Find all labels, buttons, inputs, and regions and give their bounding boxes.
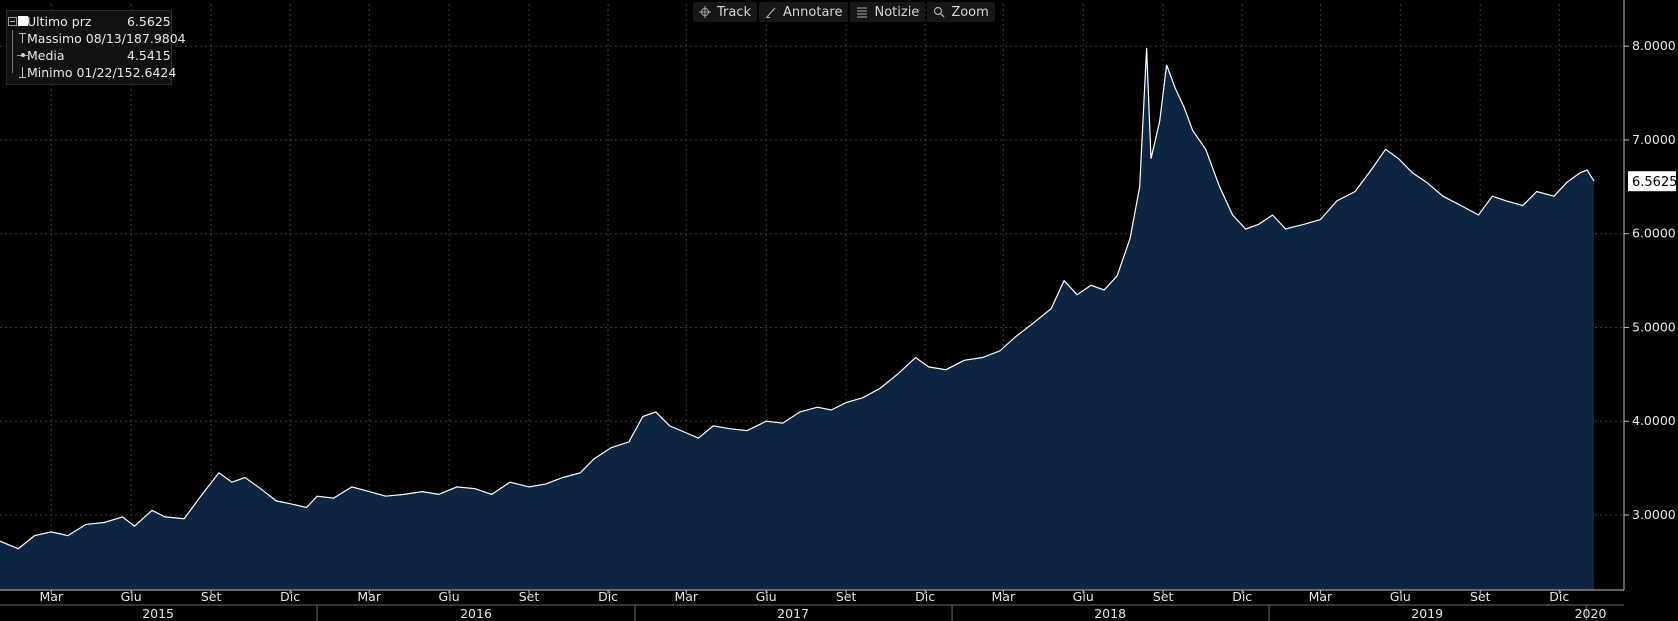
- legend-value: 7.9804: [141, 31, 186, 46]
- x-year-label: 2020: [1575, 606, 1607, 621]
- x-tick-label: Dic: [1549, 589, 1569, 604]
- track-label: Track: [717, 4, 752, 20]
- news-button[interactable]: Notizie: [850, 2, 926, 22]
- low-marker-icon: [7, 64, 27, 81]
- annotate-button[interactable]: Annotare: [759, 2, 849, 22]
- legend-item-average[interactable]: Media 4.5415: [7, 47, 171, 64]
- x-tick-label: Mar: [357, 589, 381, 604]
- x-tick-label: Set: [1470, 589, 1491, 604]
- crosshair-icon: [699, 6, 711, 18]
- x-tick-label: Mar: [1309, 589, 1333, 604]
- x-year-label: 2018: [1094, 606, 1126, 621]
- zoom-button[interactable]: Zoom: [927, 2, 995, 22]
- legend-label: Minimo 01/22/15: [27, 65, 133, 80]
- average-marker-icon: [7, 47, 29, 64]
- legend-item-high[interactable]: Massimo 08/13/18 7.9804: [7, 30, 186, 47]
- white-square-icon: [18, 16, 28, 26]
- track-button[interactable]: Track: [693, 2, 758, 22]
- last-price-tag: 6.5625: [1628, 171, 1678, 192]
- y-tick-label: 7.0000: [1632, 132, 1676, 147]
- legend-item-low[interactable]: Minimo 01/22/15 2.6424: [7, 64, 176, 81]
- legend-value: 4.5415: [127, 48, 171, 63]
- x-tick-label: Giu: [1390, 589, 1411, 604]
- price-line: [0, 48, 1595, 550]
- y-tick-label: 8.0000: [1632, 38, 1676, 53]
- x-tick-label: Set: [519, 589, 540, 604]
- x-year-label: 2015: [142, 606, 174, 621]
- y-tick-label: 3.0000: [1632, 507, 1676, 522]
- x-tick-label: Mar: [992, 589, 1016, 604]
- annotate-label: Annotare: [783, 4, 843, 20]
- price-area-fill: [0, 48, 1594, 591]
- x-tick-label: Giu: [121, 589, 142, 604]
- x-tick-label: Set: [201, 589, 222, 604]
- high-marker-icon: [7, 30, 27, 47]
- x-year-label: 2016: [460, 606, 492, 621]
- legend-label: Media: [27, 48, 65, 63]
- x-tick-label: Dic: [280, 589, 300, 604]
- news-icon: [856, 6, 868, 18]
- x-tick-label: Set: [1153, 589, 1174, 604]
- last-price-value: 6.5625: [1632, 175, 1678, 190]
- x-tick-label: Giu: [756, 589, 777, 604]
- collapse-box-icon[interactable]: [7, 13, 28, 30]
- news-label: Notizie: [874, 4, 920, 20]
- legend-value: 6.5625: [127, 14, 171, 29]
- x-axis-month-labels: Mar Giu Set Dic Mar Giu Set Dic Mar Giu Set Dic Mar G…: [39, 589, 1569, 604]
- legend-item-last-price[interactable]: Ultimo prz 6.5625: [7, 13, 171, 30]
- x-year-label: 2019: [1411, 606, 1443, 621]
- legend-label: Ultimo prz: [27, 14, 92, 29]
- y-axis-labels: 3.0000 4.0000 5.0000 6.0000 7.0000 8.0000: [1632, 38, 1676, 522]
- chart-toolbar: Track Annotare Notizie Zoom: [693, 2, 995, 22]
- y-tick-label: 6.0000: [1632, 226, 1676, 241]
- legend-label: Massimo 08/13/18: [27, 31, 142, 46]
- pencil-icon: [765, 6, 777, 18]
- x-tick-label: Giu: [1073, 589, 1094, 604]
- x-tick-label: Mar: [674, 589, 698, 604]
- magnifier-icon: [933, 6, 945, 18]
- x-tick-label: Dic: [1232, 589, 1252, 604]
- legend-panel: Ultimo prz 6.5625 Massimo 08/13/18 7.980…: [6, 10, 186, 85]
- x-tick-label: Dic: [915, 589, 935, 604]
- x-year-label: 2017: [777, 606, 809, 621]
- x-tick-label: Mar: [39, 589, 63, 604]
- x-tick-label: Dic: [598, 589, 618, 604]
- legend-value: 2.6424: [132, 65, 177, 80]
- y-tick-label: 4.0000: [1632, 413, 1676, 428]
- x-tick-label: Giu: [439, 589, 460, 604]
- x-tick-label: Set: [836, 589, 857, 604]
- axes: [0, 0, 1629, 621]
- y-tick-label: 5.0000: [1632, 319, 1676, 334]
- x-axis-year-labels: 2015 2016 2017 2018 2019 2020: [142, 606, 1606, 621]
- zoom-label: Zoom: [951, 4, 989, 20]
